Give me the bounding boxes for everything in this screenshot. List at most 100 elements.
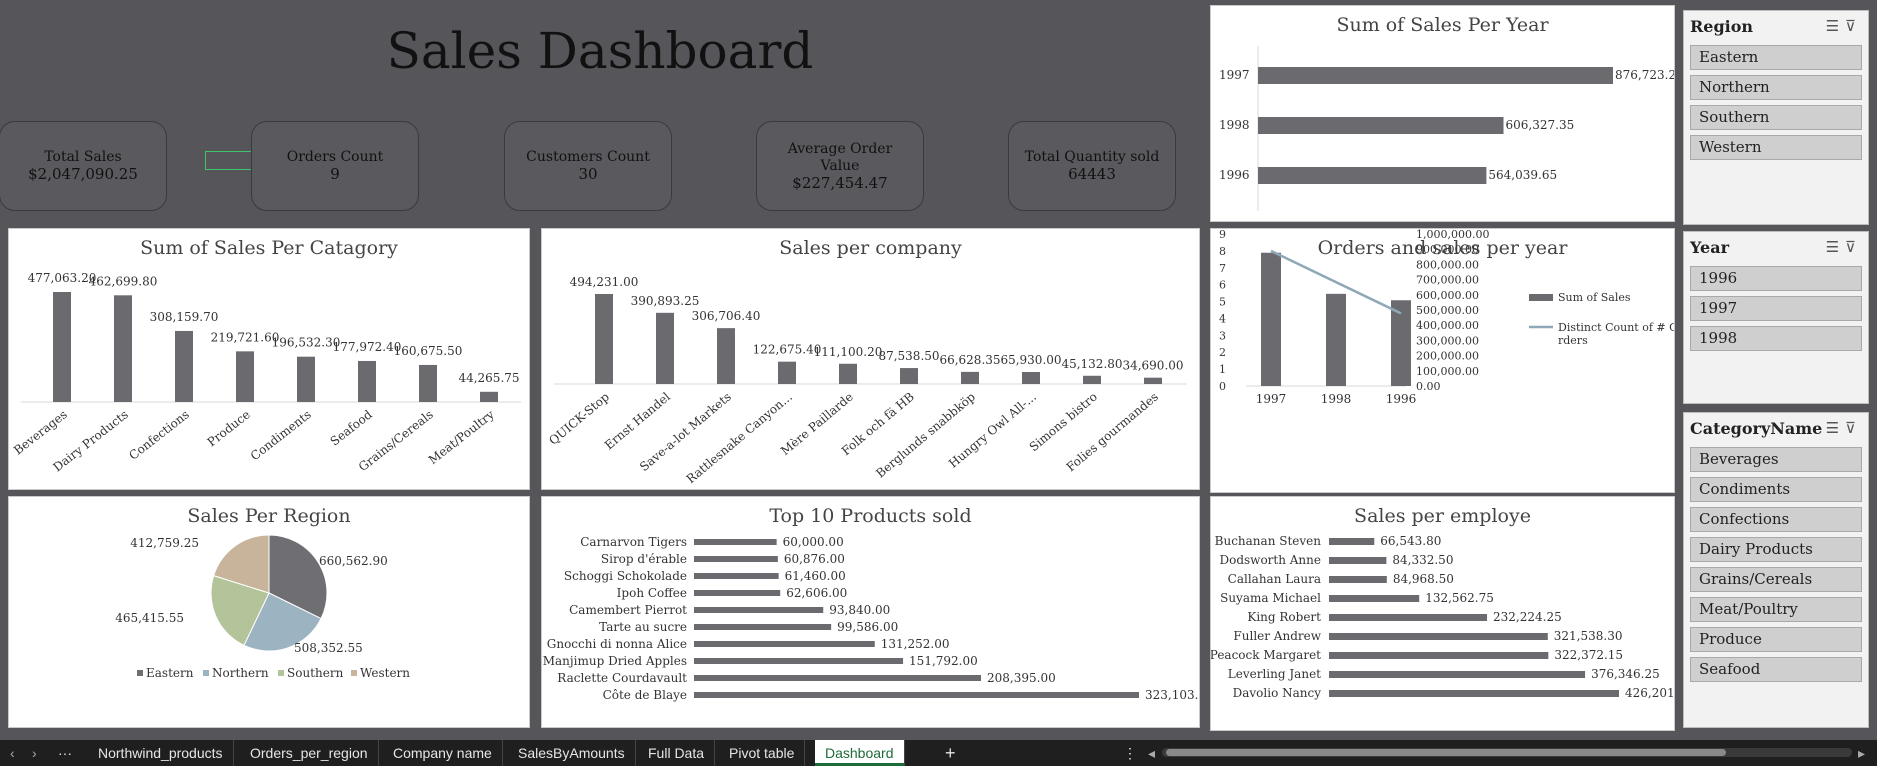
company-data-label: 494,231.00 xyxy=(570,275,639,289)
slicer-item-grains-cereals[interactable]: Grains/Cereals xyxy=(1690,567,1862,592)
employee-data-label: 84,968.50 xyxy=(1393,572,1454,586)
more-sheets-icon[interactable]: ··· xyxy=(58,745,72,761)
employee-bar xyxy=(1329,652,1549,659)
sales-per-region-svg: 660,562.90 508,352.55 465,415.55 412,759.25… xyxy=(115,534,410,680)
left-axis-tick: 5 xyxy=(1219,296,1226,309)
chart-title: Sales Per Region xyxy=(187,505,351,527)
product-bar xyxy=(694,607,824,613)
scroll-right-icon[interactable]: › xyxy=(32,745,37,761)
hscroll-left-icon[interactable]: ◂ xyxy=(1148,745,1156,761)
scroll-left-icon[interactable]: ‹ xyxy=(10,745,15,761)
slicer-item-beverages[interactable]: Beverages xyxy=(1690,447,1862,472)
sheet-tab-dashboard[interactable]: Dashboard xyxy=(815,740,905,766)
add-sheet-icon[interactable]: + xyxy=(945,743,956,763)
category-bar xyxy=(297,356,315,402)
right-axis-tick: 900,000.00 xyxy=(1416,243,1479,256)
sales-bar xyxy=(1261,252,1281,386)
employee-data-label: 426,201.75 xyxy=(1625,686,1674,700)
left-axis-tick: 2 xyxy=(1219,346,1226,359)
employee-bar xyxy=(1329,614,1488,621)
slicer-item-dairy-products[interactable]: Dairy Products xyxy=(1690,537,1862,562)
chart-sales-per-region[interactable]: Sales Per Region 660,562.90 508,352.55 465… xyxy=(8,496,530,728)
company-data-label: 65,930.00 xyxy=(1000,353,1061,367)
company-bar xyxy=(900,368,918,384)
chart-title: Top 10 Products sold xyxy=(769,505,972,527)
category-data-label: 308,159.70 xyxy=(150,310,219,324)
product-tick-label: Ipoh Coffee xyxy=(617,586,687,600)
clear-filter-icon[interactable]: ⊽ xyxy=(1845,17,1862,35)
hscroll-right-icon[interactable]: ▸ xyxy=(1858,745,1866,761)
legend-swatch xyxy=(137,670,143,676)
slicer-item-seafood[interactable]: Seafood xyxy=(1690,657,1862,682)
slicer-category[interactable]: CategoryName ☰⊽ Beverages Condiments Confe… xyxy=(1683,412,1869,728)
sheet-tab-salesbyamounts[interactable]: SalesByAmounts xyxy=(508,740,636,766)
slicer-item-1996[interactable]: 1996 xyxy=(1690,266,1862,291)
product-bar xyxy=(694,675,982,681)
options-icon[interactable]: ⋮ xyxy=(1123,745,1137,761)
multi-select-icon[interactable]: ☰ xyxy=(1825,419,1846,437)
dashboard-title: Sales Dashboard xyxy=(386,22,814,80)
slicer-item-meat-poultry[interactable]: Meat/Poultry xyxy=(1690,597,1862,622)
company-data-label: 390,893.25 xyxy=(631,294,700,308)
slicer-item-condiments[interactable]: Condiments xyxy=(1690,477,1862,502)
legend-label: Western xyxy=(360,666,410,680)
sheet-tab-full-data[interactable]: Full Data xyxy=(638,740,716,766)
pie-slice xyxy=(210,575,270,646)
slicer-region[interactable]: Region ☰⊽ Eastern Northern Southern Western xyxy=(1683,10,1869,225)
chart-orders-sales-per-year[interactable]: Orders and sales per year 0 1 2 3 4 5 6 7 8 9 0.00… xyxy=(1210,228,1675,493)
company-tick-label: Rattlesnake Canyon... xyxy=(684,390,795,487)
product-tick-label: Carnarvon Tigers xyxy=(580,535,687,549)
employee-tick-label: Callahan Laura xyxy=(1228,572,1321,586)
year-tick-label: 1997 xyxy=(1219,68,1250,82)
sheet-tab-pivot-table[interactable]: Pivot table xyxy=(719,740,806,766)
employee-tick-label: Fuller Andrew xyxy=(1233,629,1321,643)
sheet-tab-northwind-products[interactable]: Northwind_products xyxy=(88,740,234,766)
slicer-item-northern[interactable]: Northern xyxy=(1690,75,1862,100)
company-data-label: 122,675.40 xyxy=(753,343,822,357)
scrollbar-thumb[interactable] xyxy=(1166,749,1726,756)
slicer-item-1998[interactable]: 1998 xyxy=(1690,326,1862,351)
product-tick-label: Schoggi Schokolade xyxy=(564,569,687,583)
left-axis-tick: 8 xyxy=(1219,245,1226,258)
sheet-tab-orders-per-region[interactable]: Orders_per_region xyxy=(240,740,379,766)
employee-data-label: 321,538.30 xyxy=(1554,629,1623,643)
slicer-item-southern[interactable]: Southern xyxy=(1690,105,1862,130)
product-tick-label: Côte de Blaye xyxy=(603,688,687,702)
company-bar xyxy=(1022,371,1040,384)
chart-top-products[interactable]: Top 10 Products sold Carnarvon Tigers 60,… xyxy=(541,496,1200,728)
employee-tick-label: Dodsworth Anne xyxy=(1219,553,1321,567)
slicer-item-1997[interactable]: 1997 xyxy=(1690,296,1862,321)
kpi-label: Total Quantity sold xyxy=(1024,149,1160,165)
employee-bar xyxy=(1329,690,1619,697)
horizontal-scrollbar[interactable] xyxy=(1162,748,1852,757)
slicer-item-confections[interactable]: Confections xyxy=(1690,507,1862,532)
chart-title: Sales per employe xyxy=(1354,505,1531,527)
right-axis-tick: 300,000.00 xyxy=(1416,334,1479,347)
sales-per-employee-svg: Buchanan Steven 66,543.80 Dodsworth Anne 84… xyxy=(1211,534,1674,700)
sheet-tab-company-name[interactable]: Company name xyxy=(383,740,503,766)
category-tick-label: Meat/Poultry xyxy=(426,407,497,467)
chart-sales-per-year[interactable]: Sum of Sales Per Year 1997 876,723.25 1998… xyxy=(1210,5,1675,222)
legend-swatch xyxy=(278,670,284,676)
chart-sales-per-company[interactable]: Sales per company 494,231.00 QUICK-Stop 39… xyxy=(541,228,1200,490)
right-axis-tick: 400,000.00 xyxy=(1416,319,1479,332)
company-bar xyxy=(1144,377,1162,384)
category-bar xyxy=(419,364,437,402)
chart-sales-per-category[interactable]: Sum of Sales Per Catagory 477,063.20 Beve… xyxy=(8,228,530,490)
slicer-item-produce[interactable]: Produce xyxy=(1690,627,1862,652)
slicer-year[interactable]: Year ☰⊽ 1996 1997 1998 xyxy=(1683,231,1869,404)
clear-filter-icon[interactable]: ⊽ xyxy=(1845,419,1862,437)
pie-data-label: 465,415.55 xyxy=(115,611,184,625)
multi-select-icon[interactable]: ☰ xyxy=(1825,238,1846,256)
multi-select-icon[interactable]: ☰ xyxy=(1825,17,1846,35)
chart-sales-per-employee[interactable]: Sales per employe Buchanan Steven 66,543.… xyxy=(1210,496,1675,731)
year-tick-label: 1998 xyxy=(1219,118,1250,132)
slicer-item-western[interactable]: Western xyxy=(1690,135,1862,160)
category-data-label: 177,972.40 xyxy=(333,340,402,354)
slicer-item-eastern[interactable]: Eastern xyxy=(1690,45,1862,70)
category-bar xyxy=(175,330,193,402)
clear-filter-icon[interactable]: ⊽ xyxy=(1845,238,1862,256)
employee-data-label: 132,562.75 xyxy=(1425,591,1494,605)
